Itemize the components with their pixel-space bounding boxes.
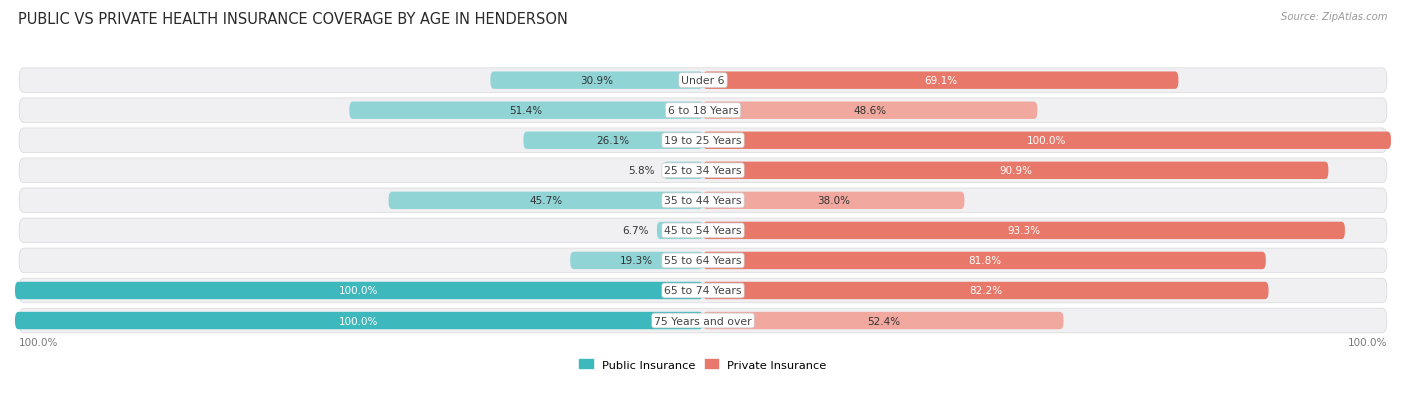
FancyBboxPatch shape: [571, 252, 703, 270]
Text: 45.7%: 45.7%: [529, 196, 562, 206]
Text: 5.8%: 5.8%: [628, 166, 655, 176]
Text: 100.0%: 100.0%: [339, 316, 378, 326]
Text: 6 to 18 Years: 6 to 18 Years: [668, 106, 738, 116]
Text: 93.3%: 93.3%: [1007, 226, 1040, 236]
Text: 100.0%: 100.0%: [339, 286, 378, 296]
FancyBboxPatch shape: [703, 192, 965, 209]
Text: 25 to 34 Years: 25 to 34 Years: [664, 166, 742, 176]
FancyBboxPatch shape: [523, 132, 703, 150]
FancyBboxPatch shape: [349, 102, 703, 120]
FancyBboxPatch shape: [20, 128, 1386, 153]
Text: PUBLIC VS PRIVATE HEALTH INSURANCE COVERAGE BY AGE IN HENDERSON: PUBLIC VS PRIVATE HEALTH INSURANCE COVER…: [18, 12, 568, 27]
Text: 100.0%: 100.0%: [20, 337, 59, 347]
FancyBboxPatch shape: [703, 282, 1268, 299]
Text: 100.0%: 100.0%: [1347, 337, 1386, 347]
Text: 19 to 25 Years: 19 to 25 Years: [664, 136, 742, 146]
Text: 35 to 44 Years: 35 to 44 Years: [664, 196, 742, 206]
Text: 45 to 54 Years: 45 to 54 Years: [664, 226, 742, 236]
Text: 52.4%: 52.4%: [866, 316, 900, 326]
Text: 38.0%: 38.0%: [817, 196, 851, 206]
FancyBboxPatch shape: [15, 312, 703, 330]
FancyBboxPatch shape: [20, 69, 1386, 93]
FancyBboxPatch shape: [20, 309, 1386, 333]
Text: 26.1%: 26.1%: [596, 136, 630, 146]
FancyBboxPatch shape: [703, 102, 1038, 120]
Text: 48.6%: 48.6%: [853, 106, 887, 116]
Text: 51.4%: 51.4%: [509, 106, 543, 116]
FancyBboxPatch shape: [491, 72, 703, 90]
FancyBboxPatch shape: [703, 162, 1329, 180]
FancyBboxPatch shape: [703, 72, 1178, 90]
Legend: Public Insurance, Private Insurance: Public Insurance, Private Insurance: [575, 354, 831, 374]
FancyBboxPatch shape: [388, 192, 703, 209]
FancyBboxPatch shape: [20, 278, 1386, 303]
Text: Under 6: Under 6: [682, 76, 724, 86]
Text: 65 to 74 Years: 65 to 74 Years: [664, 286, 742, 296]
Text: 81.8%: 81.8%: [967, 256, 1001, 266]
Text: 90.9%: 90.9%: [1000, 166, 1032, 176]
Text: 100.0%: 100.0%: [1028, 136, 1067, 146]
Text: 69.1%: 69.1%: [924, 76, 957, 86]
FancyBboxPatch shape: [664, 162, 703, 180]
FancyBboxPatch shape: [703, 312, 1063, 330]
Text: 55 to 64 Years: 55 to 64 Years: [664, 256, 742, 266]
FancyBboxPatch shape: [657, 222, 703, 240]
Text: 30.9%: 30.9%: [581, 76, 613, 86]
Text: 75 Years and over: 75 Years and over: [654, 316, 752, 326]
Text: 6.7%: 6.7%: [621, 226, 648, 236]
FancyBboxPatch shape: [703, 252, 1265, 270]
FancyBboxPatch shape: [703, 222, 1346, 240]
FancyBboxPatch shape: [20, 218, 1386, 243]
FancyBboxPatch shape: [20, 249, 1386, 273]
FancyBboxPatch shape: [20, 99, 1386, 123]
FancyBboxPatch shape: [20, 189, 1386, 213]
Text: 82.2%: 82.2%: [969, 286, 1002, 296]
FancyBboxPatch shape: [15, 282, 703, 299]
FancyBboxPatch shape: [20, 159, 1386, 183]
Text: 19.3%: 19.3%: [620, 256, 654, 266]
Text: Source: ZipAtlas.com: Source: ZipAtlas.com: [1281, 12, 1388, 22]
FancyBboxPatch shape: [703, 132, 1391, 150]
